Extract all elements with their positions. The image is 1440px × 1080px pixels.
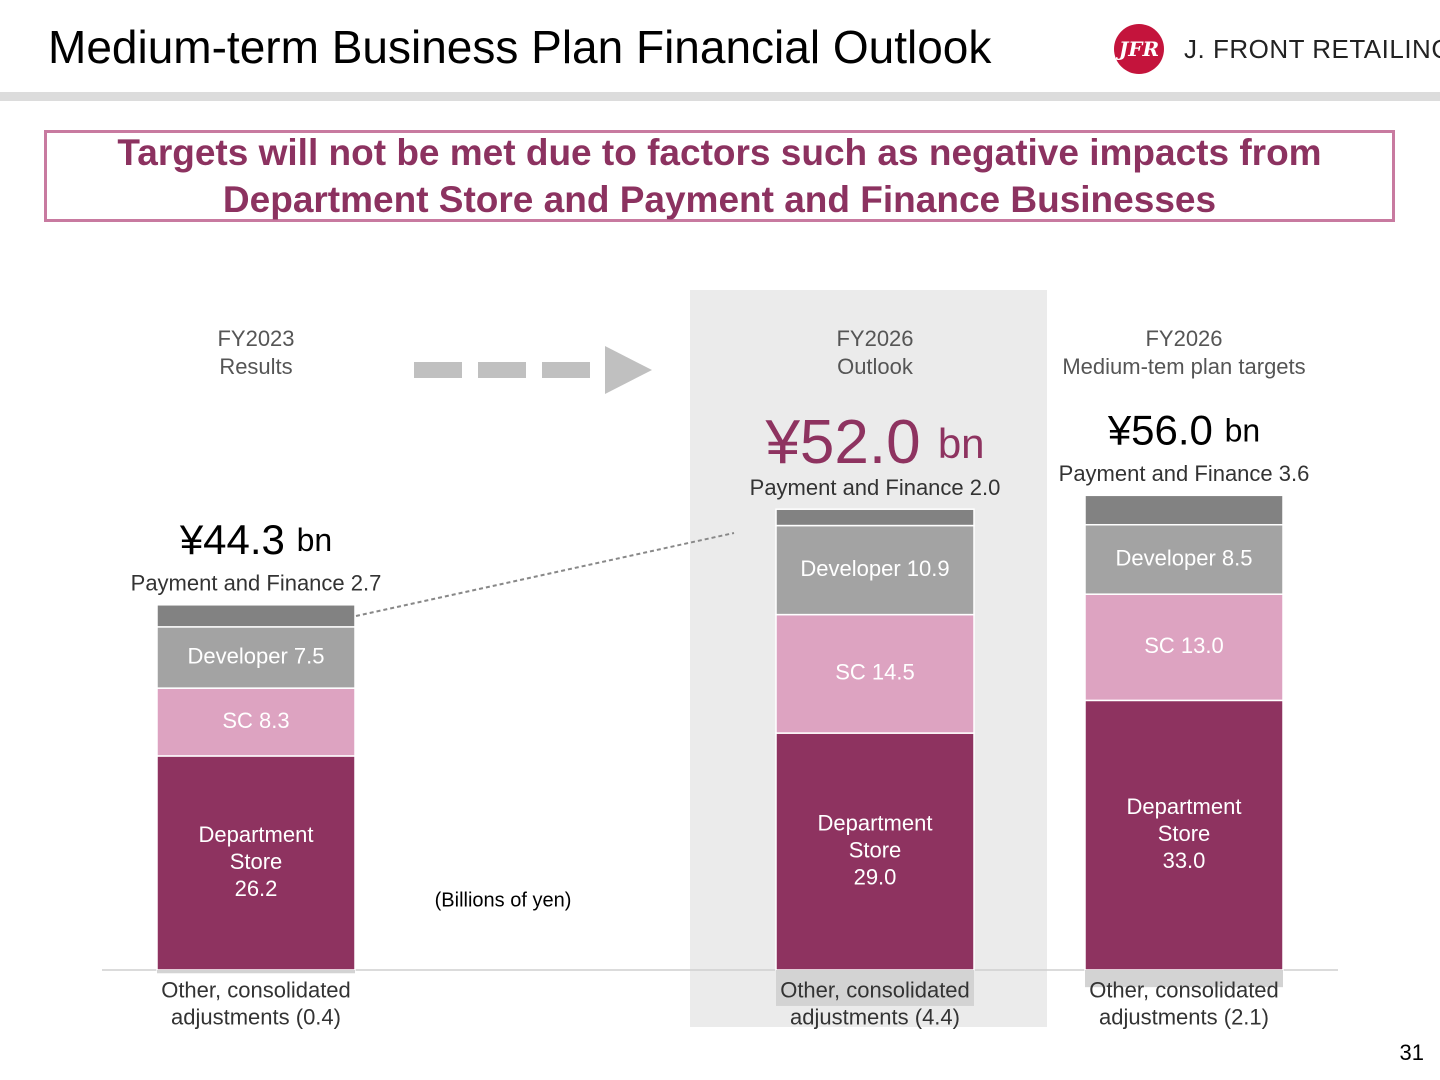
data-label-department-store-1-3: 26.2: [235, 876, 278, 901]
data-label-other-adjustments-2-1: Other, consolidated: [780, 977, 970, 1002]
data-label-department-store-3-3: 33.0: [1163, 848, 1206, 873]
page-number: 31: [1399, 1040, 1424, 1065]
data-label-other-adjustments-2-2: adjustments (4.4): [790, 1004, 960, 1029]
logo-wordmark: J. FRONT RETAILING: [1184, 34, 1440, 64]
company-logo: JFR J. FRONT RETAILING: [1114, 24, 1440, 76]
headline-banner: Targets will not be met due to factors s…: [44, 130, 1395, 222]
data-label-department-store-1-1: Department: [199, 822, 314, 847]
category-label-line1-1: FY2023: [217, 326, 294, 351]
bar-segment-payment-finance-1: [156, 604, 356, 628]
data-label-payment-finance-1-1: Payment and Finance 2.7: [131, 571, 382, 596]
bar-segment-other-adjustments-2: [776, 970, 974, 1006]
data-label-payment-finance-2-1: Payment and Finance 2.0: [750, 475, 1001, 500]
banner-line-1: Targets will not be met due to factors s…: [117, 132, 1322, 173]
unit-note: (Billions of yen): [435, 889, 572, 911]
total-label-3: ¥56.0 bn: [1107, 406, 1260, 453]
data-label-payment-finance-3-1: Payment and Finance 3.6: [1059, 461, 1310, 486]
bar-segment-sc-3: [1084, 593, 1284, 702]
data-label-developer-3-1: Developer 8.5: [1116, 545, 1253, 570]
bar-segment-payment-finance-2: [775, 508, 975, 527]
category-label-line1-2: FY2026: [836, 326, 913, 351]
comparison-connector-line: [355, 532, 735, 617]
category-label-line2-2: Outlook: [837, 354, 914, 379]
total-label-2: ¥52.0 bn: [764, 409, 984, 478]
category-label-line2-1: Results: [219, 354, 292, 379]
total-label-1: ¥44.3 bn: [179, 516, 332, 563]
data-label-department-store-2-1: Department: [818, 810, 933, 835]
data-label-other-adjustments-1-1: Other, consolidated: [161, 977, 351, 1002]
bar-segment-other-adjustments-3: [1085, 970, 1283, 988]
bar-segment-developer-2: [775, 524, 975, 616]
bar-segment-payment-finance-3: [1084, 494, 1284, 526]
page-title: Medium-term Business Plan Financial Outl…: [48, 21, 992, 73]
data-label-department-store-3-2: Store: [1158, 821, 1211, 846]
data-label-sc-3-1: SC 13.0: [1144, 633, 1224, 658]
data-label-other-adjustments-3-1: Other, consolidated: [1089, 977, 1279, 1002]
data-label-department-store-3-1: Department: [1127, 794, 1242, 819]
data-label-sc-2-1: SC 14.5: [835, 660, 915, 685]
arrow-dash-3: [542, 362, 590, 378]
data-label-developer-2-1: Developer 10.9: [800, 556, 949, 581]
data-label-department-store-2-3: 29.0: [854, 864, 897, 889]
data-label-department-store-2-2: Store: [849, 837, 902, 862]
bar-segment-department-store-3: [1084, 699, 1284, 971]
data-label-sc-1-1: SC 8.3: [222, 708, 289, 733]
category-label-line1-3: FY2026: [1145, 326, 1222, 351]
data-label-other-adjustments-1-2: adjustments (0.4): [171, 1004, 341, 1029]
bar-segment-sc-1: [156, 687, 356, 757]
data-label-department-store-1-2: Store: [230, 849, 283, 874]
bar-segment-developer-1: [156, 626, 356, 689]
banner-line-2: Department Store and Payment and Finance…: [222, 179, 1217, 220]
header-divider: [0, 92, 1440, 101]
arrow-dash-1: [414, 362, 462, 378]
arrow-dash-2: [478, 362, 526, 378]
bar-segment-other-adjustments-1: [157, 970, 355, 974]
arrow-head-icon: [605, 346, 652, 394]
data-label-developer-1-1: Developer 7.5: [188, 643, 325, 668]
category-label-line2-3: Medium-tem plan targets: [1062, 354, 1305, 379]
jfr-logo-icon: JFR: [1114, 24, 1164, 74]
bar-segment-department-store-1: [156, 755, 356, 971]
bar-segment-department-store-2: [775, 732, 975, 971]
data-label-other-adjustments-3-2: adjustments (2.1): [1099, 1004, 1269, 1029]
